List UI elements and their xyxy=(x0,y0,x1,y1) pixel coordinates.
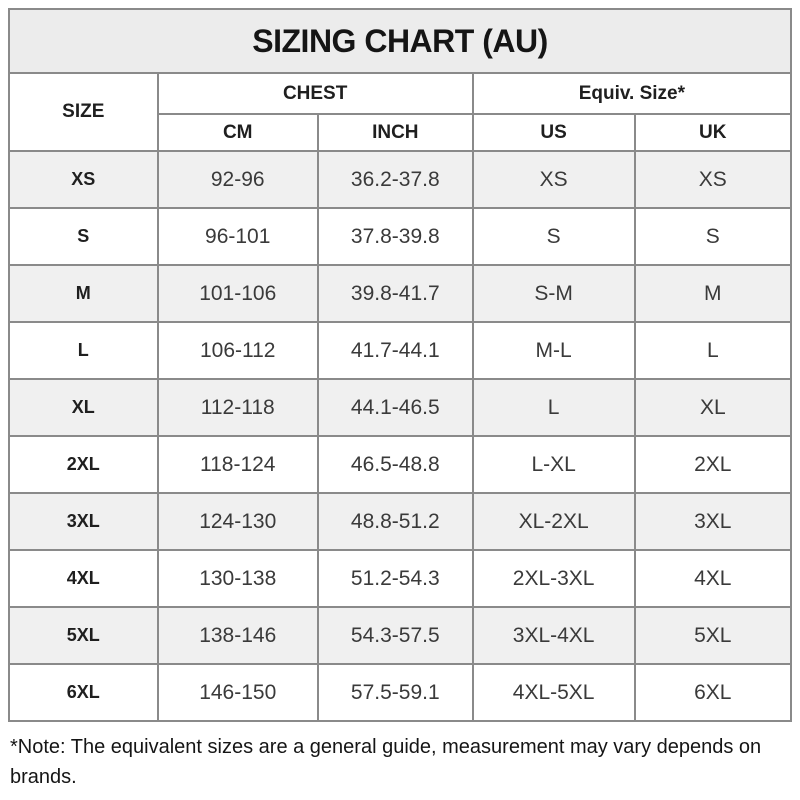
table-row: XL 112-118 44.1-46.5 L XL xyxy=(8,378,793,437)
table-group-header-row: SIZE CHEST Equiv. Size* xyxy=(8,72,793,152)
cell-size: 6XL xyxy=(8,663,159,722)
cell-chest-cm: 146-150 xyxy=(156,663,319,722)
table-row: 6XL 146-150 57.5-59.1 4XL-5XL 6XL xyxy=(8,663,793,722)
cell-uk-size: 6XL xyxy=(633,663,793,722)
cell-uk-size: M xyxy=(633,264,793,323)
cell-size: S xyxy=(8,207,159,266)
cell-chest-cm: 96-101 xyxy=(156,207,319,266)
cell-us-size: L-XL xyxy=(471,435,636,494)
column-group-chest: CHEST xyxy=(156,72,474,115)
column-group-equiv-size: Equiv. Size* xyxy=(471,72,793,115)
table-row: 3XL 124-130 48.8-51.2 XL-2XL 3XL xyxy=(8,492,793,551)
cell-us-size: 4XL-5XL xyxy=(471,663,636,722)
cell-size: XL xyxy=(8,378,159,437)
cell-us-size: M-L xyxy=(471,321,636,380)
cell-us-size: S xyxy=(471,207,636,266)
column-header-uk: UK xyxy=(633,113,793,152)
cell-size: L xyxy=(8,321,159,380)
cell-size: XS xyxy=(8,150,159,209)
table-row: L 106-112 41.7-44.1 M-L L xyxy=(8,321,793,380)
cell-uk-size: XL xyxy=(633,378,793,437)
cell-us-size: 2XL-3XL xyxy=(471,549,636,608)
column-header-inch: INCH xyxy=(316,113,474,152)
table-sub-header-row: CM INCH US UK xyxy=(9,113,793,152)
cell-chest-cm: 112-118 xyxy=(156,378,319,437)
table-row: XS 92-96 36.2-37.8 XS XS xyxy=(8,150,793,209)
cell-chest-cm: 130-138 xyxy=(156,549,319,608)
cell-size: M xyxy=(8,264,159,323)
cell-chest-inch: 41.7-44.1 xyxy=(316,321,474,380)
page-title: SIZING CHART (AU) xyxy=(8,8,792,74)
column-header-size: SIZE xyxy=(8,72,159,152)
cell-chest-cm: 124-130 xyxy=(156,492,319,551)
cell-us-size: XL-2XL xyxy=(471,492,636,551)
cell-chest-inch: 46.5-48.8 xyxy=(316,435,474,494)
cell-chest-inch: 37.8-39.8 xyxy=(316,207,474,266)
size-table-body: XS 92-96 36.2-37.8 XS XS S 96-101 37.8-3… xyxy=(8,150,793,722)
cell-size: 3XL xyxy=(8,492,159,551)
cell-us-size: XS xyxy=(471,150,636,209)
cell-chest-inch: 39.8-41.7 xyxy=(316,264,474,323)
table-row: S 96-101 37.8-39.8 S S xyxy=(8,207,793,266)
cell-us-size: L xyxy=(471,378,636,437)
cell-chest-inch: 57.5-59.1 xyxy=(316,663,474,722)
cell-uk-size: 5XL xyxy=(633,606,793,665)
table-row: 2XL 118-124 46.5-48.8 L-XL 2XL xyxy=(8,435,793,494)
cell-uk-size: 3XL xyxy=(633,492,793,551)
footnote: *Note: The equivalent sizes are a genera… xyxy=(10,736,762,788)
cell-chest-cm: 92-96 xyxy=(156,150,319,209)
cell-uk-size: L xyxy=(633,321,793,380)
cell-chest-inch: 51.2-54.3 xyxy=(316,549,474,608)
cell-chest-cm: 106-112 xyxy=(156,321,319,380)
cell-uk-size: XS xyxy=(633,150,793,209)
column-header-cm: CM xyxy=(156,113,319,152)
cell-chest-cm: 118-124 xyxy=(156,435,319,494)
cell-chest-inch: 36.2-37.8 xyxy=(316,150,474,209)
sizing-table: SIZING CHART (AU) SIZE CHEST Equiv. Size… xyxy=(8,8,793,722)
table-title-row: SIZING CHART (AU) xyxy=(8,8,792,74)
cell-size: 4XL xyxy=(8,549,159,608)
cell-size: 5XL xyxy=(8,606,159,665)
cell-uk-size: S xyxy=(633,207,793,266)
table-row: M 101-106 39.8-41.7 S-M M xyxy=(8,264,793,323)
table-row: 4XL 130-138 51.2-54.3 2XL-3XL 4XL xyxy=(8,549,793,608)
column-header-us: US xyxy=(471,113,636,152)
cell-uk-size: 4XL xyxy=(633,549,793,608)
cell-us-size: 3XL-4XL xyxy=(471,606,636,665)
cell-us-size: S-M xyxy=(471,264,636,323)
cell-chest-cm: 138-146 xyxy=(156,606,319,665)
cell-size: 2XL xyxy=(8,435,159,494)
cell-chest-inch: 48.8-51.2 xyxy=(316,492,474,551)
cell-chest-inch: 54.3-57.5 xyxy=(316,606,474,665)
cell-chest-cm: 101-106 xyxy=(156,264,319,323)
table-row: 5XL 138-146 54.3-57.5 3XL-4XL 5XL xyxy=(8,606,793,665)
cell-chest-inch: 44.1-46.5 xyxy=(316,378,474,437)
cell-uk-size: 2XL xyxy=(633,435,793,494)
